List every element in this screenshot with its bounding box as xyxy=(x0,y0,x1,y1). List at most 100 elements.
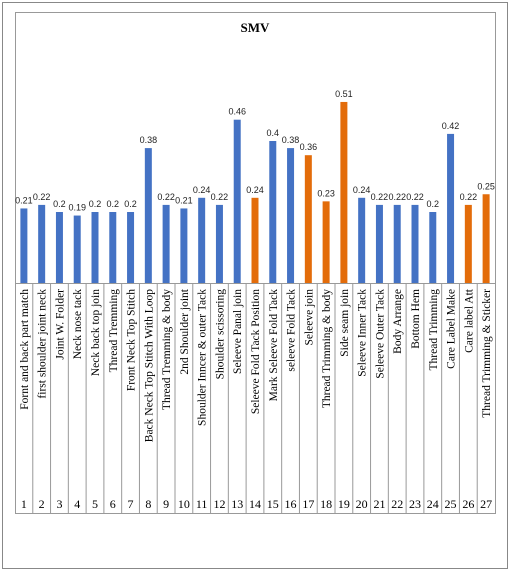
bar xyxy=(322,201,330,283)
index-label: 20 xyxy=(356,497,368,511)
bar xyxy=(162,204,170,283)
category-label: Seleeve Inner Tack xyxy=(357,289,369,377)
bar xyxy=(358,197,366,283)
category-label: Seleeve join xyxy=(303,289,315,346)
value-label: 0.2 xyxy=(124,199,137,209)
category-label: Shoulder scissoring xyxy=(214,289,226,380)
value-label: 0.22 xyxy=(371,192,389,202)
index-label: 2 xyxy=(39,497,45,511)
category-label: Neck back top join xyxy=(90,289,102,376)
value-label: 0.36 xyxy=(300,142,318,152)
bar xyxy=(180,208,188,283)
value-label: 0.2 xyxy=(107,199,120,209)
value-label: 0.38 xyxy=(140,135,158,145)
category-label: Care Label Make xyxy=(446,289,458,369)
index-label: 3 xyxy=(56,497,62,511)
bar xyxy=(38,204,46,283)
value-label: 0.46 xyxy=(228,107,246,117)
value-label: 0.22 xyxy=(406,192,424,202)
index-label: 15 xyxy=(267,497,279,511)
value-label: 0.42 xyxy=(442,121,460,131)
index-label: 24 xyxy=(427,497,439,511)
bar xyxy=(91,212,99,283)
bar xyxy=(73,215,81,283)
index-label: 10 xyxy=(178,497,190,511)
category-label: Seleeve Fold Tack Position xyxy=(250,289,262,414)
index-label: 4 xyxy=(74,497,80,511)
category-label: Thread Trimming & Sticker xyxy=(481,289,493,418)
index-label: 22 xyxy=(391,497,403,511)
index-label: 23 xyxy=(409,497,421,511)
value-label: 0.2 xyxy=(53,199,66,209)
bar xyxy=(109,212,117,283)
value-label: 0.22 xyxy=(460,192,478,202)
index-label: 12 xyxy=(213,497,225,511)
index-label: 5 xyxy=(92,497,98,511)
category-label: first shoulder joint neck xyxy=(37,289,49,399)
value-label: 0.2 xyxy=(427,199,440,209)
value-label: 0.25 xyxy=(477,181,495,191)
category-label: Seleeve Panal join xyxy=(232,289,244,374)
bar xyxy=(233,119,241,283)
bar xyxy=(304,155,312,283)
bar xyxy=(20,208,28,283)
value-label: 0.51 xyxy=(335,89,353,99)
index-label: 17 xyxy=(302,497,314,511)
index-label: 16 xyxy=(285,497,297,511)
index-label: 25 xyxy=(445,497,457,511)
value-label: 0.38 xyxy=(282,135,300,145)
index-label: 7 xyxy=(128,497,134,511)
category-label: Shoulder Inncer & outer Tack xyxy=(197,289,209,426)
index-label: 11 xyxy=(196,497,208,511)
category-label: Thread Tremming xyxy=(108,289,120,373)
category-label: Body Arrange xyxy=(392,289,404,354)
index-label: 6 xyxy=(110,497,116,511)
category-label: Front Neck Top Stitch xyxy=(126,289,138,391)
category-label: Seleeve Outer Tack xyxy=(374,289,386,379)
category-label: Thread Trimming & body xyxy=(321,289,333,408)
value-label: 0.21 xyxy=(175,195,193,205)
category-label: Joint W. Folder xyxy=(54,289,66,360)
value-label: 0.23 xyxy=(317,188,335,198)
value-label: 0.22 xyxy=(33,192,51,202)
bar xyxy=(269,141,277,283)
category-label: seleeve Fold Tack xyxy=(286,289,298,372)
bar xyxy=(393,204,401,283)
value-label: 0.22 xyxy=(157,192,175,202)
category-label: Neck nose tack xyxy=(72,289,84,359)
category-label: Thread Tremming & body xyxy=(161,289,173,410)
index-label: 13 xyxy=(231,497,243,511)
index-label: 14 xyxy=(249,497,261,511)
category-label: 2nd Shoulder joint xyxy=(179,288,191,374)
value-label: 0.4 xyxy=(267,128,280,138)
category-label: Thread Trimming xyxy=(428,289,440,371)
category-label: Care label Att xyxy=(463,288,475,353)
bar xyxy=(198,197,206,283)
index-label: 1 xyxy=(21,497,27,511)
category-label: Fornt and back part match xyxy=(19,289,31,410)
category-label: Mark Seleeve Fold Tack xyxy=(268,289,280,402)
bar xyxy=(215,204,223,283)
value-label: 0.24 xyxy=(353,185,371,195)
bar xyxy=(447,133,455,283)
bar xyxy=(127,212,135,283)
bar xyxy=(340,101,348,283)
index-label: 27 xyxy=(480,497,492,511)
index-label: 26 xyxy=(462,497,474,511)
index-label: 18 xyxy=(320,497,332,511)
bar xyxy=(429,212,437,283)
value-label: 0.24 xyxy=(246,185,264,195)
index-label: 9 xyxy=(163,497,169,511)
category-label: Back Neck Top Stitch With Loop xyxy=(143,289,155,442)
value-label: 0.22 xyxy=(211,192,229,202)
bar xyxy=(251,197,259,283)
bar xyxy=(55,212,63,283)
table-border xyxy=(15,12,496,514)
index-label: 8 xyxy=(145,497,151,511)
value-label: 0.22 xyxy=(388,192,406,202)
index-label: 21 xyxy=(373,497,385,511)
bar xyxy=(287,148,295,283)
category-label: Side seam join xyxy=(339,289,351,357)
outer-border xyxy=(2,2,508,569)
